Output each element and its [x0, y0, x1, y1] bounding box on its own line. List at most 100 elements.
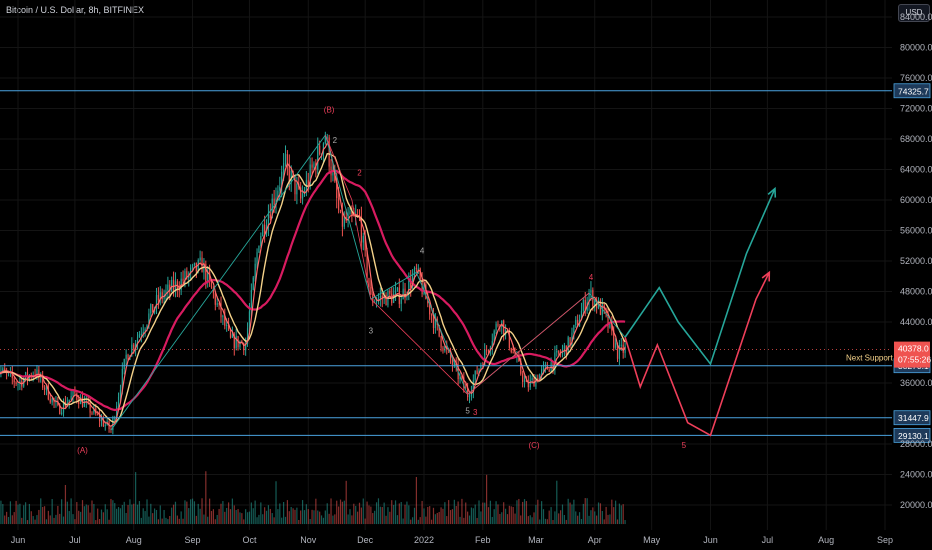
volume-bar: [275, 481, 277, 525]
volume-bar: [432, 507, 435, 525]
candle-body: [472, 380, 474, 393]
candle-body: [231, 334, 233, 338]
candle-body: [529, 380, 531, 388]
volume-bar: [535, 504, 537, 525]
volume-bar: [419, 517, 421, 525]
volume-bar: [317, 510, 319, 525]
volume-bar: [495, 501, 497, 525]
volume-bar: [347, 514, 349, 525]
volume-bar: [136, 504, 139, 525]
volume-bar: [353, 503, 355, 525]
candle-body: [512, 352, 514, 354]
candle-body: [135, 343, 137, 349]
candle-body: [199, 257, 201, 261]
volume-bar: [345, 480, 347, 525]
candle-body: [61, 412, 63, 415]
candle-body: [218, 303, 220, 305]
candle-body: [186, 271, 188, 279]
candle-body: [609, 323, 611, 328]
volume-bar: [298, 519, 300, 525]
x-axis-label: Aug: [818, 535, 834, 545]
volume-bar: [231, 498, 233, 525]
volume-bar: [577, 515, 579, 525]
volume-bar: [476, 517, 478, 525]
candle-body: [442, 347, 444, 351]
candle-body: [377, 298, 380, 301]
candle-body: [161, 292, 163, 299]
candle-body: [613, 330, 615, 348]
x-axis-label: Mar: [528, 535, 544, 545]
candle-body: [258, 246, 260, 253]
volume-bar: [178, 518, 180, 525]
candle-body: [252, 277, 254, 290]
volume-bar: [108, 519, 110, 525]
volume-bar: [197, 503, 199, 525]
volume-bar: [334, 514, 336, 525]
candle-body: [537, 377, 539, 382]
candle-body: [193, 262, 196, 266]
candle-body: [212, 288, 215, 294]
volume-bar: [201, 498, 203, 525]
candle-body: [336, 181, 338, 199]
volume-bar: [258, 514, 260, 525]
candle-body: [313, 163, 315, 168]
candle-body: [45, 385, 48, 390]
candle-body: [607, 313, 609, 328]
candle-body: [210, 279, 213, 289]
candle-body: [207, 271, 209, 283]
currency-button[interactable]: USD: [898, 4, 930, 22]
volume-bar: [410, 519, 412, 525]
volume-bar: [89, 512, 91, 525]
volume-bar: [455, 506, 457, 525]
candle-body: [434, 318, 436, 329]
candle-body: [468, 396, 471, 398]
volume-bar: [427, 506, 429, 525]
volume-bar: [288, 511, 290, 525]
candle-body: [301, 194, 304, 199]
candle-body: [615, 343, 617, 348]
candle-body: [182, 278, 184, 281]
candle-body: [80, 397, 82, 405]
candle-body: [62, 401, 65, 413]
volume-bar: [0, 500, 2, 525]
volume-bar: [429, 506, 431, 525]
x-axis-label: Sep: [185, 535, 201, 545]
volume-bar: [157, 519, 159, 525]
candle-body: [404, 288, 406, 297]
volume-bar: [588, 515, 590, 525]
volume-bar: [91, 500, 93, 525]
candle-body: [116, 406, 118, 418]
candle-body: [341, 212, 344, 227]
volume-bar: [81, 500, 84, 525]
candle-body: [332, 172, 334, 176]
candle-body: [527, 382, 529, 388]
candle-body: [554, 352, 556, 369]
volume-bar: [349, 509, 351, 525]
volume-bar: [457, 501, 459, 525]
volume-bar: [487, 507, 490, 525]
volume-bar: [474, 504, 476, 525]
volume-bar: [377, 498, 380, 525]
candle-body: [43, 387, 46, 390]
volume-bar: [360, 507, 362, 525]
x-axis-label: 2022: [414, 535, 434, 545]
candle-body: [485, 349, 488, 351]
volume-bar: [523, 499, 526, 525]
volume-bar: [30, 511, 32, 525]
volume-bar: [49, 515, 51, 525]
candle-body: [125, 354, 127, 359]
candle-body: [429, 303, 431, 315]
volume-bar: [315, 498, 317, 525]
volume-bar: [68, 511, 70, 525]
volume-bar: [307, 509, 309, 525]
volume-bar: [364, 518, 366, 525]
candle-body: [283, 163, 285, 172]
volume-bar: [300, 510, 302, 525]
candle-body: [381, 295, 383, 299]
volume-bar: [169, 516, 171, 525]
candle-body: [148, 313, 150, 325]
candle-body: [72, 390, 74, 397]
x-axis-label: Apr: [588, 535, 602, 545]
candle-body: [410, 278, 412, 288]
